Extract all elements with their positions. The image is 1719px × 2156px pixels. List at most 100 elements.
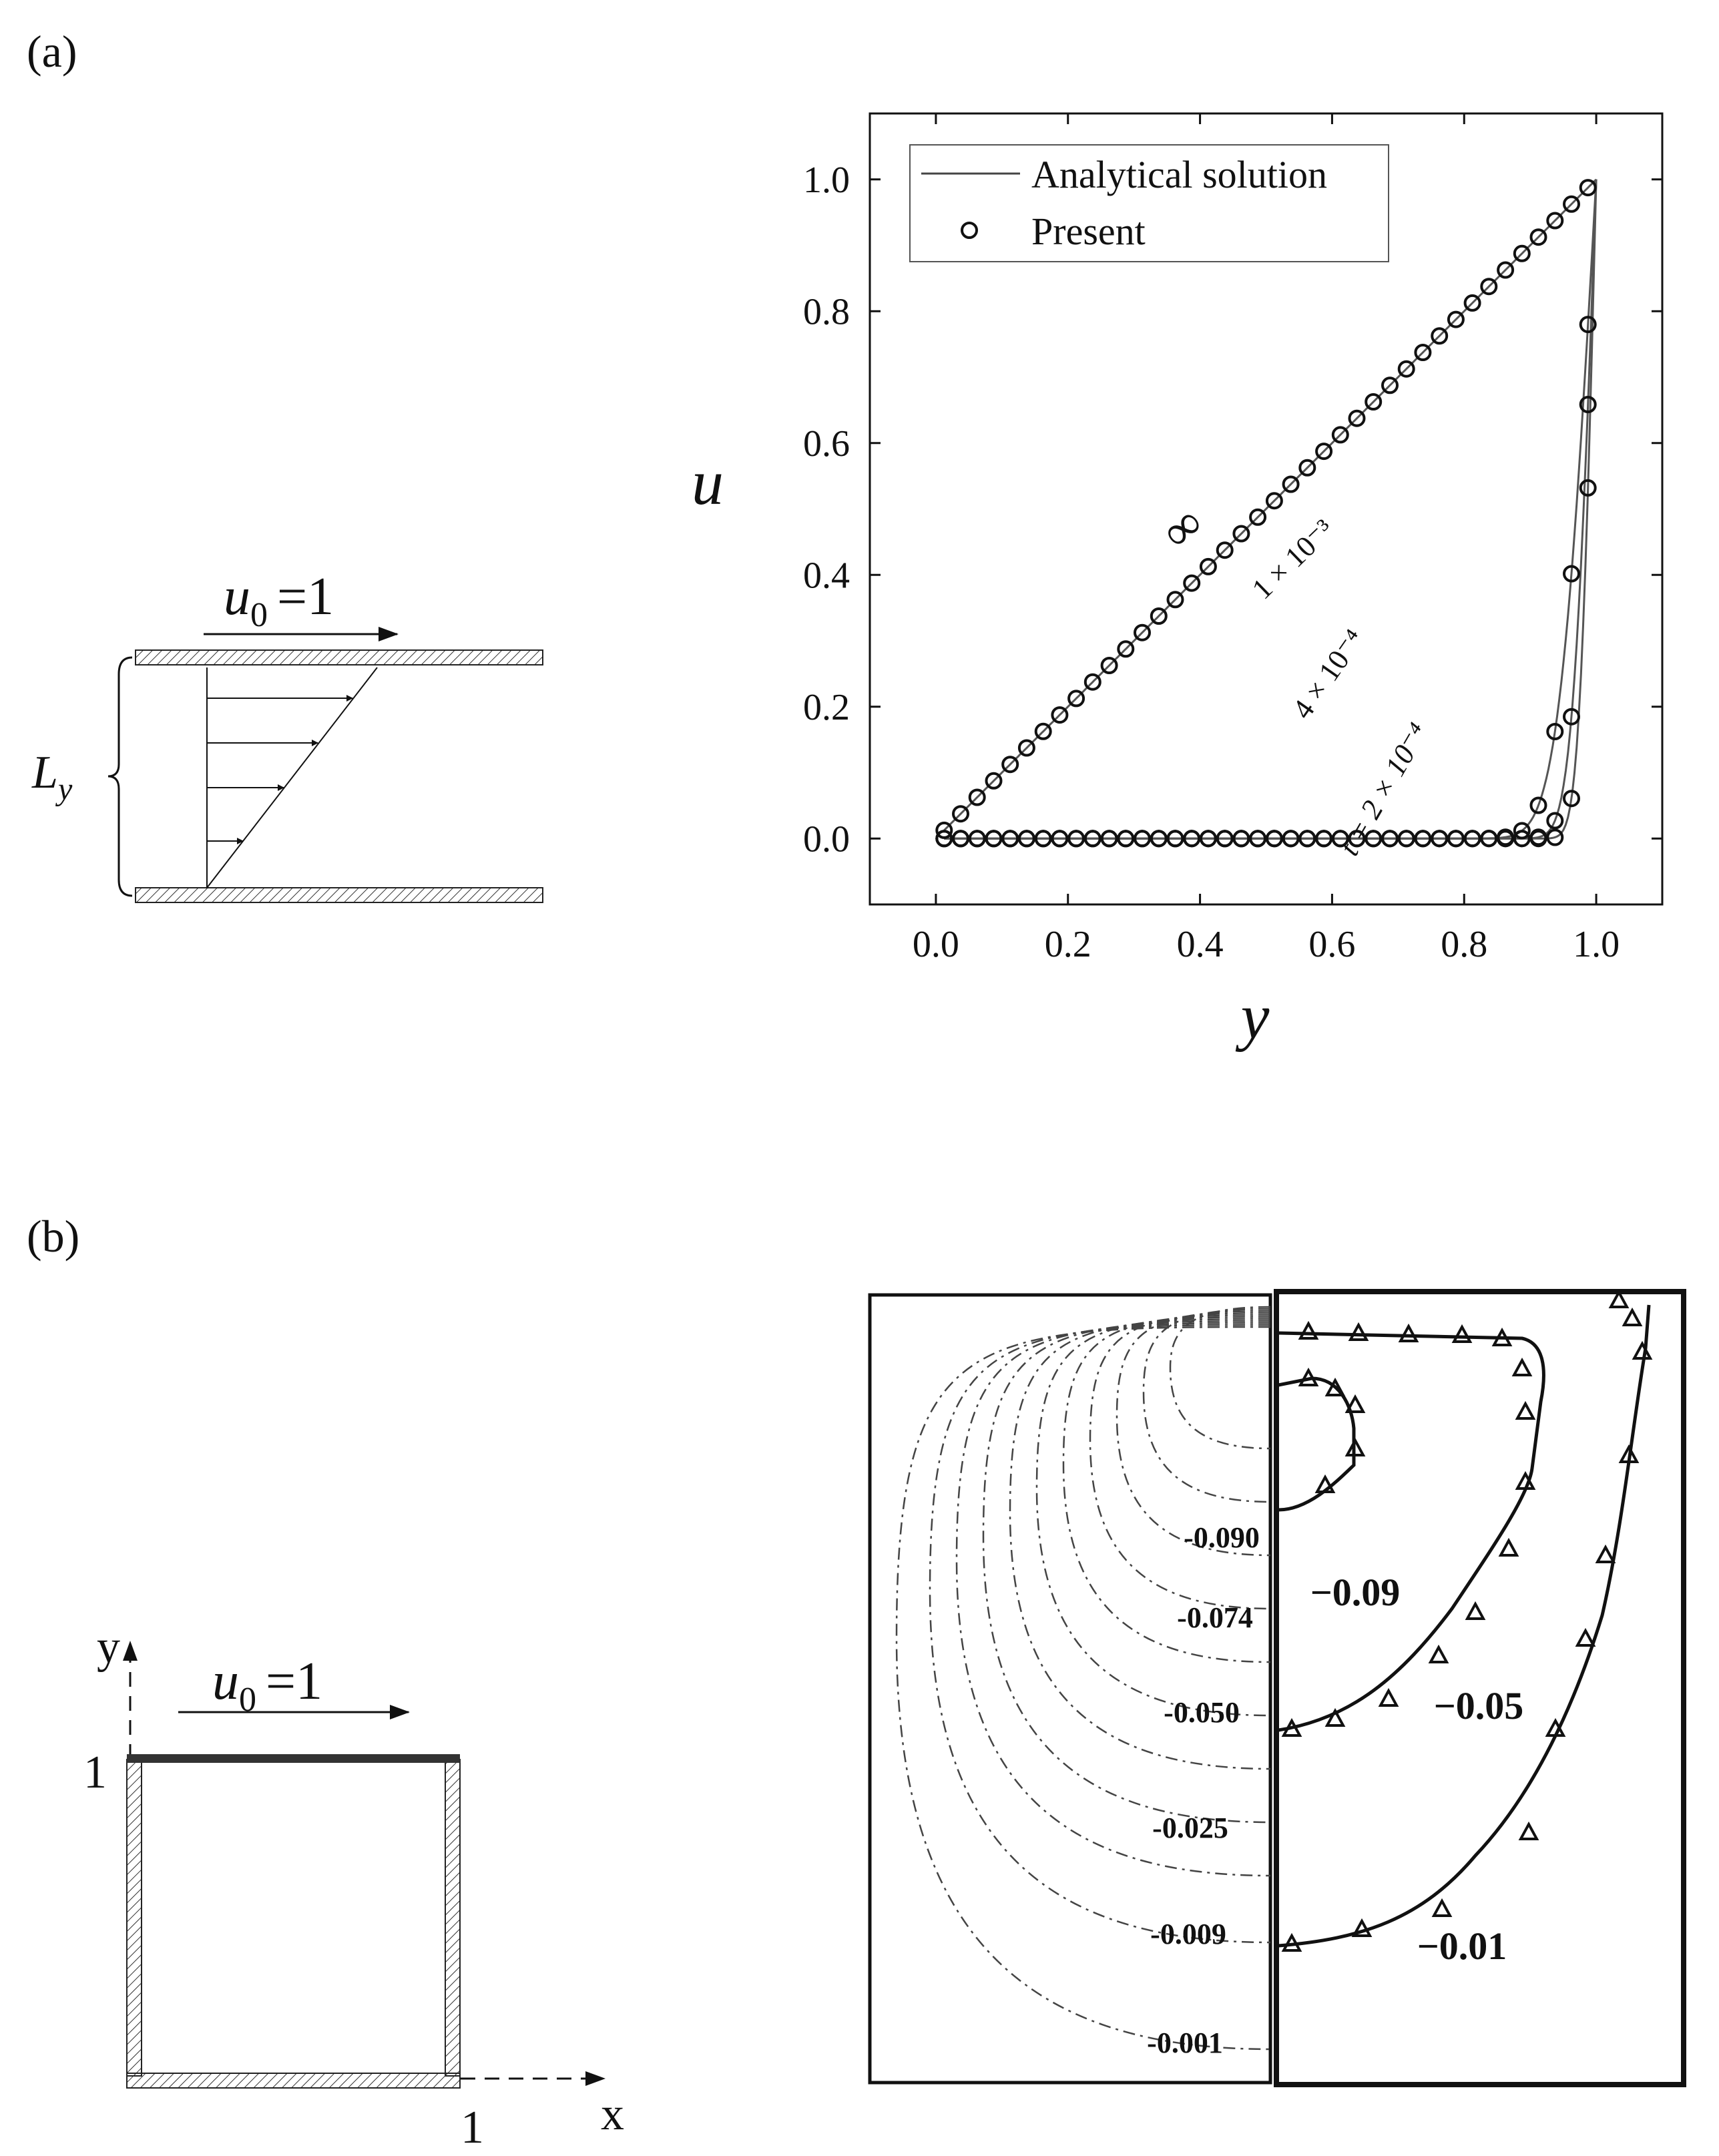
contour-label: -0.050 — [1164, 1696, 1240, 1729]
reference-triangle — [1498, 1537, 1519, 1557]
left-contour-lines — [895, 1306, 1271, 2051]
reference-triangle — [1431, 1898, 1453, 1917]
present-marker — [1546, 723, 1564, 740]
present-marker — [1216, 541, 1234, 559]
present-marker — [1365, 393, 1383, 411]
present-marker — [1017, 739, 1035, 757]
present-marker — [1579, 479, 1597, 497]
present-marker — [952, 830, 969, 848]
top-velocity-label: u0 =1 — [224, 567, 334, 634]
left-contour-frame — [868, 1293, 1272, 2085]
present-marker — [1463, 830, 1481, 848]
left-contour-line — [1035, 1316, 1271, 1717]
reference-triangle — [1608, 1289, 1630, 1308]
legend-box — [909, 144, 1389, 262]
couette-schematic: u0 =1 Ly — [31, 567, 543, 903]
present-marker — [1100, 657, 1118, 674]
reference-triangle — [1378, 1687, 1399, 1707]
left-contour-line — [982, 1320, 1271, 1824]
present-marker — [1051, 706, 1069, 724]
curve-label-steady: ∞ — [1150, 495, 1214, 561]
present-marker — [1563, 708, 1580, 726]
reference-triangle — [1451, 1324, 1473, 1343]
present-marker — [1381, 830, 1399, 848]
present-marker — [1232, 525, 1250, 543]
left-contour-line — [955, 1322, 1271, 1877]
present-marker — [1017, 830, 1035, 848]
curve-label-t2: 4 × 10⁻⁴ — [1286, 623, 1371, 725]
contour-label-right: −0.09 — [1310, 1571, 1401, 1614]
present-marker — [1083, 673, 1101, 691]
present-marker — [1447, 830, 1465, 848]
present-marker — [1150, 830, 1168, 848]
left-contour-line — [1089, 1312, 1271, 1610]
present-marker — [985, 772, 1003, 790]
right-wall — [445, 1759, 461, 2077]
y-axis-ticks: 0.0 0.2 0.4 0.6 0.8 1.0 — [803, 160, 1662, 860]
present-marker — [1298, 830, 1316, 848]
present-marker — [1001, 830, 1019, 848]
left-wall — [126, 1759, 142, 2077]
bottom-wall — [126, 2073, 461, 2089]
reference-triangle — [1324, 1707, 1346, 1727]
present-marker — [1216, 830, 1234, 848]
present-marker — [1134, 623, 1151, 641]
present-marker — [1546, 812, 1564, 830]
present-marker — [1051, 830, 1069, 848]
reference-triangle — [1511, 1357, 1533, 1376]
present-marker — [1034, 722, 1052, 740]
present-marker — [1117, 830, 1135, 848]
reference-triangle — [1281, 1717, 1302, 1737]
present-marker — [1067, 830, 1085, 848]
contour-label: -0.074 — [1177, 1601, 1253, 1634]
reference-triangle — [1491, 1327, 1513, 1346]
present-marker — [1067, 690, 1085, 708]
reference-triangle — [1465, 1601, 1486, 1620]
streamline-comparison: -0.090 -0.074 -0.050 -0.025 -0.009 -0.00… — [868, 1289, 1686, 2087]
analytical-curve — [943, 178, 1598, 831]
cavity-schematic: y x 1 1 u0 =1 — [83, 1621, 624, 2153]
present-marker — [1331, 830, 1349, 848]
reference-triangle — [1545, 1717, 1566, 1737]
present-marker — [935, 821, 953, 839]
present-marker — [1563, 565, 1580, 583]
present-marker — [1348, 830, 1366, 848]
bottom-plate — [135, 887, 543, 903]
legend: Analytical solution Present — [909, 144, 1389, 262]
present-marker — [1117, 640, 1135, 658]
panel-a-label: (a) — [27, 26, 77, 77]
present-markers — [935, 179, 1597, 848]
present-marker — [1480, 278, 1498, 296]
moving-lid — [127, 1754, 460, 1763]
panel-b-label: (b) — [27, 1211, 79, 1262]
present-marker — [1265, 492, 1283, 510]
present-marker — [1249, 508, 1267, 526]
x-tick-label: 0.0 — [913, 924, 959, 965]
present-marker — [1150, 607, 1168, 625]
plot-frame — [869, 112, 1664, 906]
present-marker — [1414, 830, 1432, 848]
contour-label-right: −0.05 — [1434, 1684, 1524, 1727]
present-marker — [1282, 830, 1300, 848]
present-marker — [1199, 557, 1217, 575]
x-tick-label: 0.6 — [1308, 924, 1355, 965]
right-contour-005 — [1278, 1331, 1545, 1732]
present-marker — [1397, 360, 1415, 378]
reference-triangle — [1344, 1394, 1366, 1413]
present-marker — [1282, 475, 1300, 493]
present-marker — [1431, 830, 1449, 848]
x-axis-ticks: 0.0 0.2 0.4 0.6 0.8 1.0 — [913, 113, 1620, 965]
reference-triangle — [1398, 1323, 1419, 1342]
present-marker — [1563, 790, 1580, 808]
present-marker — [1431, 327, 1449, 345]
velocity-profile-chart: 0.0 0.2 0.4 0.6 0.8 1.0 0.00.20.40.60.81.0 y … — [692, 112, 1664, 1052]
linear-profile-line — [206, 667, 378, 888]
y-tick-label: 1.0 — [803, 160, 850, 201]
y-tick-label: 0.0 — [803, 818, 850, 860]
contour-label: -0.090 — [1184, 1521, 1260, 1554]
legend-marker-swatch — [961, 222, 978, 239]
contour-label: -0.025 — [1152, 1812, 1228, 1844]
contour-label-right: −0.01 — [1417, 1924, 1507, 1968]
y-axis-label: y — [97, 1621, 120, 1673]
